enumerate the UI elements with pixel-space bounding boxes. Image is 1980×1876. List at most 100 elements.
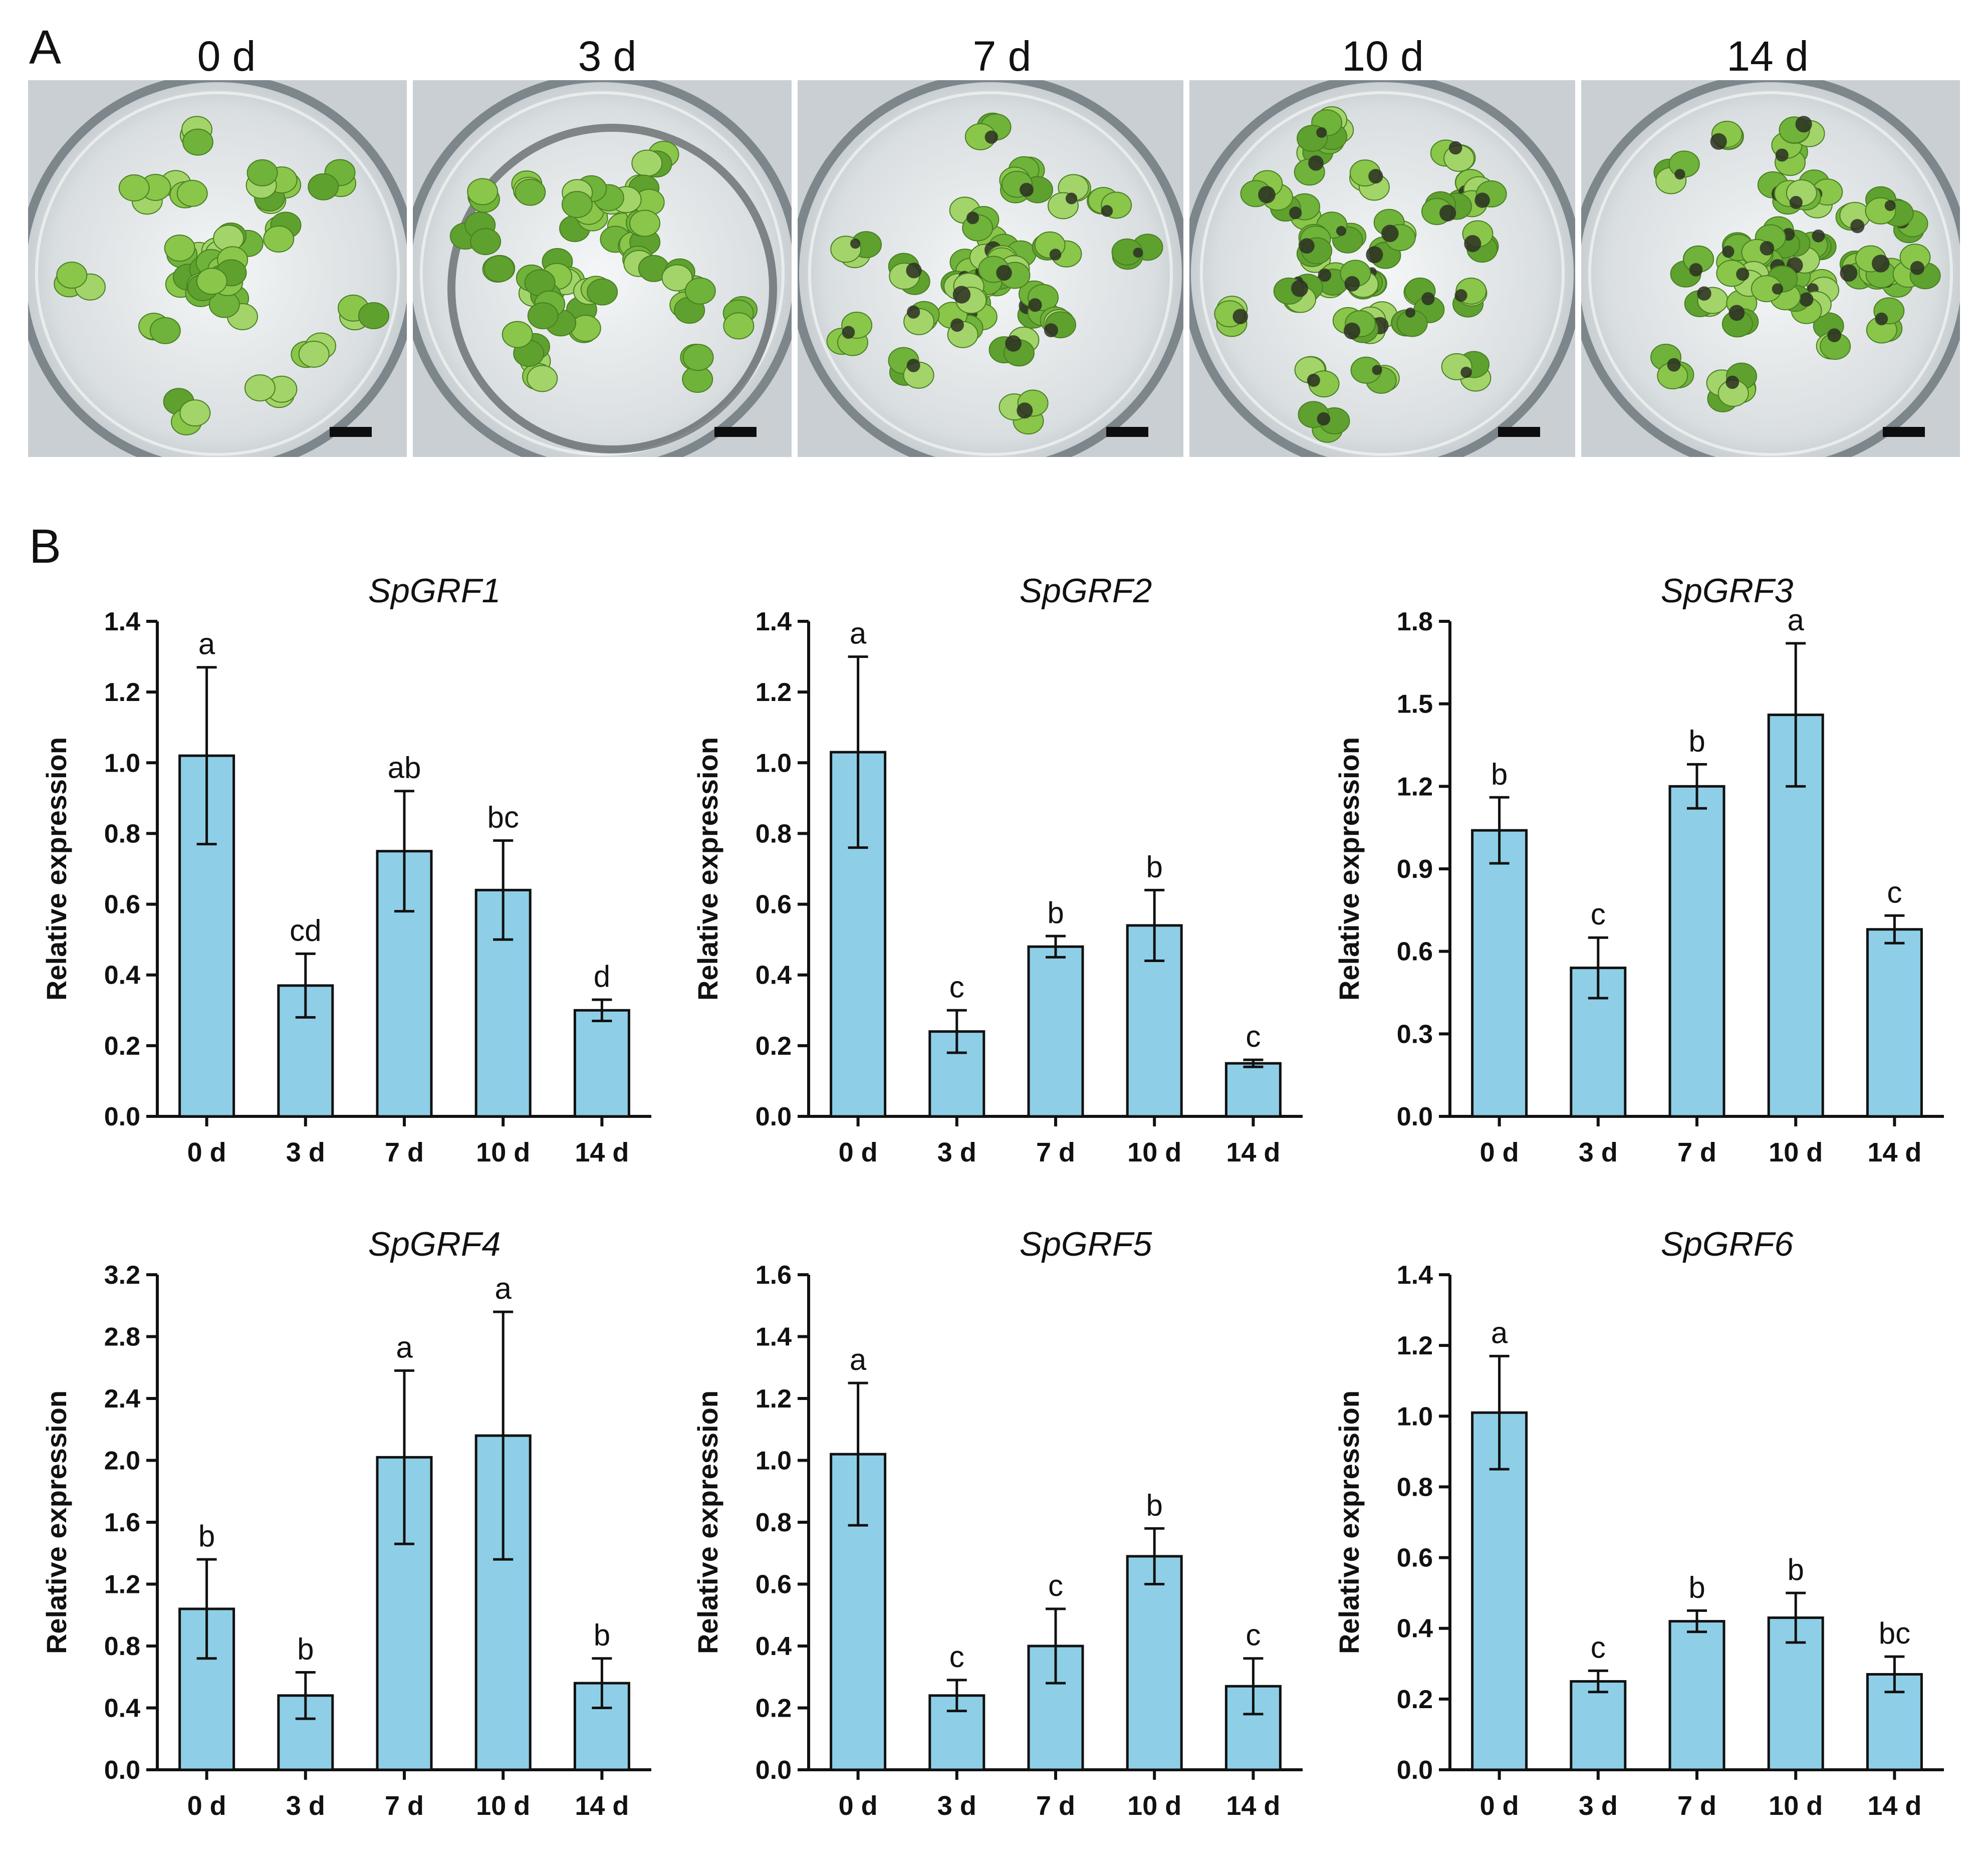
photo-day-7: [798, 80, 1183, 457]
y-tick-label: 0.4: [104, 961, 140, 990]
significance-letter: a: [198, 627, 215, 661]
y-tick-label: 0.6: [1397, 937, 1433, 967]
y-tick-label: 0.0: [1397, 1102, 1433, 1131]
significance-letter: b: [198, 1519, 215, 1553]
significance-letter: a: [850, 617, 867, 650]
chart-svg: SpGRF6 Relative expression 0.0 0.2 0.4 0.6 0.8…: [1333, 1225, 1944, 1821]
y-axis-label: Relative expression: [41, 737, 72, 1001]
x-tick-label: 3 d: [1579, 1137, 1618, 1167]
y-tick-label: 1.0: [1397, 1402, 1433, 1431]
significance-letter: b: [1146, 850, 1163, 883]
chart-svg: SpGRF5 Relative expression 0.0 0.2 0.4 0.6 0.8…: [692, 1225, 1303, 1821]
y-axis-label: Relative expression: [692, 1390, 723, 1654]
significance-letter: c: [1246, 1020, 1261, 1053]
y-tick-label: 0.8: [756, 1508, 792, 1537]
y-tick-label: 1.6: [756, 1261, 792, 1290]
chart-spgrf4: SpGRF4 Relative expression 0.0 0.4 0.8 1.2 1.6…: [30, 1225, 671, 1876]
y-tick-label: 0.8: [1397, 1473, 1433, 1502]
y-tick-label: 0.3: [1397, 1020, 1433, 1049]
x-tick-label: 14 d: [1226, 1137, 1280, 1167]
significance-letter: c: [1591, 897, 1606, 931]
x-tick-label: 7 d: [1036, 1791, 1075, 1821]
photo-label-14d: 14 d: [1726, 33, 1809, 80]
x-tick-label: 0 d: [1480, 1791, 1519, 1821]
y-tick-label: 3.2: [104, 1261, 140, 1290]
bar: [1866, 928, 1923, 1118]
photo-label-10d: 10 d: [1342, 33, 1424, 80]
chart-title: SpGRF3: [1661, 572, 1794, 610]
chart-spgrf2: SpGRF2 Relative expression 0.0 0.2 0.4 0.6 0.8…: [681, 571, 1323, 1223]
significance-letter: d: [594, 960, 610, 993]
y-tick-label: 2.8: [104, 1323, 140, 1352]
y-tick-label: 0.6: [756, 890, 792, 919]
bar: [1224, 1062, 1282, 1118]
significance-letter: c: [1887, 875, 1902, 909]
scale-bar: [330, 427, 372, 437]
significance-letter: a: [495, 1272, 512, 1305]
x-tick-label: 3 d: [286, 1137, 325, 1167]
y-tick-label: 1.0: [104, 749, 140, 778]
chart-spgrf1: SpGRF1 Relative expression 0.0 0.2 0.4 0.6 0.8…: [30, 571, 671, 1223]
y-tick-label: 0.8: [756, 819, 792, 848]
significance-letter: b: [1788, 1553, 1804, 1586]
bar: [1126, 1555, 1183, 1771]
significance-letter: b: [1688, 724, 1705, 758]
x-tick-label: 0 d: [187, 1791, 226, 1821]
bar: [1570, 1680, 1627, 1771]
photo-label-7d: 7 d: [972, 33, 1032, 80]
y-tick-label: 0.8: [104, 1632, 140, 1661]
x-tick-label: 0 d: [839, 1791, 878, 1821]
y-tick-label: 0.6: [104, 890, 140, 919]
bar: [1126, 924, 1183, 1118]
y-tick-label: 1.0: [756, 1447, 792, 1476]
significance-letter: b: [594, 1618, 610, 1652]
significance-letter: c: [1246, 1618, 1261, 1652]
x-tick-label: 14 d: [575, 1791, 629, 1821]
x-tick-label: 14 d: [1867, 1791, 1921, 1821]
y-tick-label: 0.2: [1397, 1685, 1433, 1714]
significance-letter: b: [1047, 896, 1064, 929]
y-tick-label: 1.4: [104, 607, 140, 636]
y-tick-label: 0.0: [756, 1102, 792, 1131]
y-tick-label: 1.8: [1397, 607, 1433, 636]
y-tick-label: 1.2: [104, 1570, 140, 1599]
significance-letter: a: [396, 1330, 413, 1364]
y-tick-label: 1.5: [1397, 690, 1433, 719]
photo-strip: [28, 80, 1960, 457]
y-tick-label: 1.0: [756, 749, 792, 778]
x-tick-label: 10 d: [1127, 1137, 1181, 1167]
x-tick-label: 10 d: [1769, 1137, 1823, 1167]
photo-day-3: [413, 80, 792, 457]
bar: [1668, 785, 1725, 1118]
y-tick-label: 2.4: [104, 1384, 140, 1414]
y-axis-label: Relative expression: [41, 1390, 72, 1654]
y-tick-label: 0.0: [756, 1756, 792, 1785]
x-tick-label: 7 d: [385, 1791, 424, 1821]
chart-title: SpGRF4: [368, 1225, 501, 1263]
x-tick-label: 0 d: [187, 1137, 226, 1167]
bar: [1668, 1620, 1725, 1771]
chart-svg: SpGRF4 Relative expression 0.0 0.4 0.8 1.2 1.6…: [41, 1225, 651, 1821]
chart-title: SpGRF5: [1020, 1225, 1152, 1263]
x-tick-label: 10 d: [1127, 1791, 1181, 1821]
x-tick-label: 3 d: [937, 1791, 976, 1821]
y-tick-label: 0.0: [104, 1756, 140, 1785]
x-tick-label: 10 d: [476, 1137, 530, 1167]
y-tick-label: 1.4: [756, 1323, 792, 1352]
x-tick-label: 7 d: [1036, 1137, 1075, 1167]
significance-letter: c: [949, 970, 964, 1004]
x-tick-label: 7 d: [1677, 1791, 1716, 1821]
significance-letter: b: [1688, 1570, 1705, 1604]
y-tick-label: 0.6: [756, 1570, 792, 1599]
significance-letter: a: [1788, 603, 1805, 637]
significance-letter: b: [1491, 757, 1508, 791]
y-axis-label: Relative expression: [692, 737, 723, 1001]
x-tick-label: 7 d: [385, 1137, 424, 1167]
significance-letter: a: [1491, 1316, 1508, 1349]
photo-day-10: [1189, 80, 1575, 457]
x-tick-label: 14 d: [1867, 1137, 1921, 1167]
significance-letter: bc: [1879, 1616, 1910, 1650]
scale-bar: [714, 427, 757, 437]
y-tick-label: 0.0: [1397, 1756, 1433, 1785]
bar: [573, 1009, 630, 1118]
